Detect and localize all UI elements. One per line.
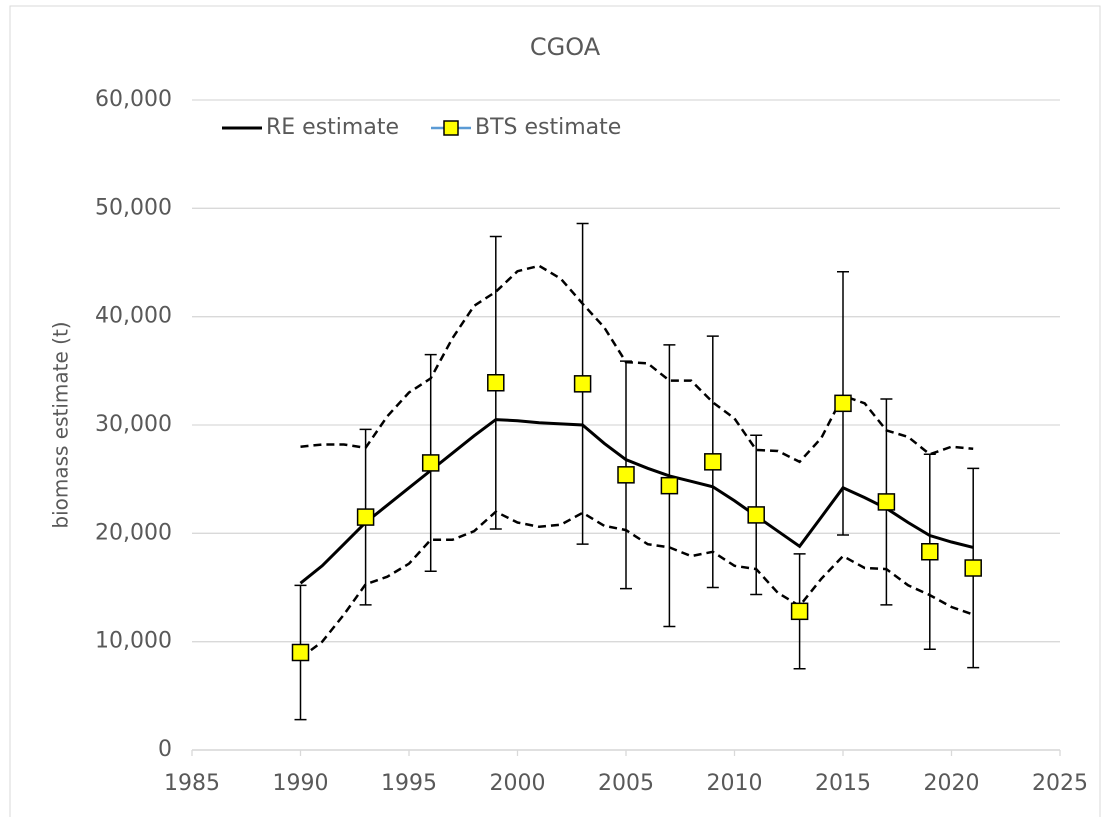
chart-title: CGOA <box>530 33 601 61</box>
data-point <box>660 476 679 495</box>
series-line <box>299 418 974 585</box>
data-point <box>877 493 896 511</box>
chart-frame <box>9 5 1101 817</box>
y-tick-label: 30,000 <box>95 412 172 437</box>
legend-marker <box>443 120 459 136</box>
data-point <box>356 508 375 526</box>
x-tick-label: 2000 <box>490 771 546 796</box>
y-tick-label: 20,000 <box>95 520 172 545</box>
data-point <box>790 602 809 621</box>
x-tick-label: 1995 <box>381 771 437 796</box>
data-point <box>617 466 635 484</box>
legend-label: BTS estimate <box>475 115 621 140</box>
y-axis-label: biomass estimate (t) <box>49 321 73 528</box>
data-point <box>964 559 982 577</box>
data-point <box>573 375 592 393</box>
data-point <box>834 394 852 413</box>
x-tick-label: 2020 <box>924 771 980 796</box>
y-tick-label: 0 <box>158 737 172 762</box>
x-tick-label: 1985 <box>164 771 220 796</box>
x-tick-label: 2025 <box>1032 771 1088 796</box>
x-tick-label: 2010 <box>707 771 763 796</box>
data-point <box>747 506 765 524</box>
data-point <box>421 454 440 472</box>
y-tick-label: 60,000 <box>95 87 172 112</box>
x-tick-label: 2015 <box>815 771 871 796</box>
y-tick-label: 50,000 <box>95 195 172 220</box>
data-point <box>921 543 939 561</box>
x-tick-label: 2005 <box>598 771 654 796</box>
y-tick-label: 10,000 <box>95 629 172 654</box>
legend-label: RE estimate <box>266 115 399 140</box>
data-point <box>704 453 722 471</box>
x-tick-label: 1990 <box>273 771 329 796</box>
confidence-line <box>300 264 974 464</box>
data-point <box>291 643 310 662</box>
data-point <box>487 374 505 392</box>
confidence-line <box>299 510 974 659</box>
y-tick-label: 40,000 <box>95 304 172 329</box>
